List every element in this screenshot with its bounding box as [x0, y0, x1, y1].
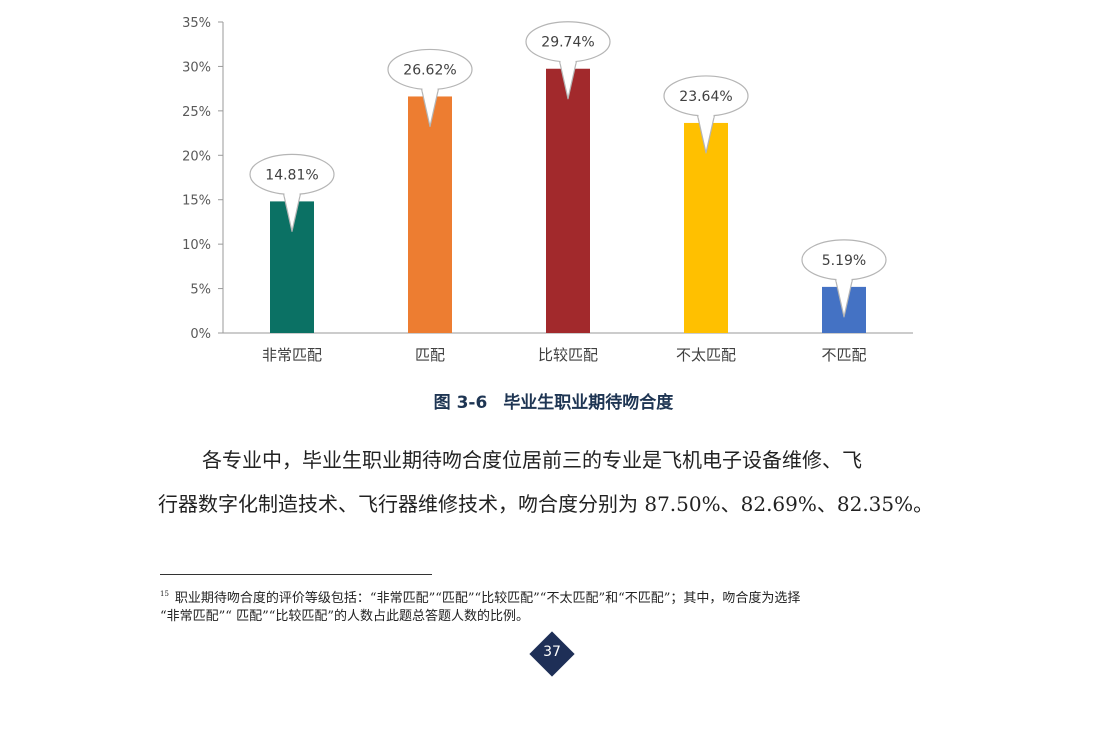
callout-joint [422, 83, 438, 92]
figure-number: 图 3-6 [433, 393, 488, 413]
callout-joint [836, 273, 852, 282]
x-category-label: 不太匹配 [676, 346, 736, 364]
callout-pointer [558, 58, 578, 100]
callout-joint [284, 188, 300, 197]
body-paragraph: 各专业中，毕业生职业期待吻合度位居前三的专业是飞机电子设备维修、飞 行器数字化制… [158, 438, 958, 526]
paragraph-line-2: 行器数字化制造技术、飞行器维修技术，吻合度分别为 87.50%、82.69%、8… [158, 492, 934, 516]
footnote-line-2: “非常匹配”“ 匹配”“比较匹配”的人数占此题总答题人数的比例。 [160, 609, 530, 624]
bar [408, 96, 452, 334]
x-category-label: 非常匹配 [262, 346, 322, 364]
y-tick-label: 30% [182, 60, 211, 75]
page-number-badge: 37 [529, 631, 575, 677]
y-tick-label: 20% [182, 149, 211, 164]
x-category-label: 不匹配 [821, 346, 866, 364]
footnote-line-1: 职业期待吻合度的评价等级包括：“非常匹配”“匹配”“比较匹配”“不太匹配”和“不… [174, 591, 801, 606]
callout-joint [698, 109, 714, 118]
y-tick-label: 25% [182, 105, 211, 120]
x-category-label: 比较匹配 [538, 346, 598, 364]
figure-title: 毕业生职业期待吻合度 [503, 393, 674, 413]
callout-pointer [420, 86, 440, 128]
y-tick-label: 0% [190, 327, 211, 342]
callout-pointer [834, 276, 854, 318]
paragraph-line-1: 各专业中，毕业生职业期待吻合度位居前三的专业是飞机电子设备维修、飞 [202, 448, 862, 472]
page-number: 37 [543, 644, 561, 660]
data-label: 5.19% [822, 253, 866, 269]
x-category-label: 匹配 [415, 346, 445, 364]
figure-caption: 图 3-6 毕业生职业期待吻合度 [0, 388, 1107, 413]
callout-pointer [282, 191, 302, 233]
y-tick-label: 35% [182, 16, 211, 31]
bar-chart: 0% 5% 10% 15% 20% 25% 30% 35% 非常匹配 14.81% 匹配 26.62%… [182, 16, 913, 364]
y-tick-label: 10% [182, 238, 211, 253]
footnote: 15 职业期待吻合度的评价等级包括：“非常匹配”“匹配”“比较匹配”“不太匹配”和… [160, 585, 960, 626]
data-label: 23.64% [679, 89, 732, 105]
footnote-marker: 15 [160, 590, 169, 598]
data-label: 14.81% [265, 167, 318, 183]
data-label: 26.62% [403, 62, 456, 78]
callout-joint [560, 55, 576, 64]
y-tick-label: 15% [182, 194, 211, 209]
footnote-divider [160, 574, 432, 575]
bar [546, 68, 590, 333]
data-label: 29.74% [541, 35, 594, 51]
bar [684, 122, 728, 333]
y-tick-label: 5% [190, 283, 211, 298]
callout-pointer [696, 112, 716, 154]
